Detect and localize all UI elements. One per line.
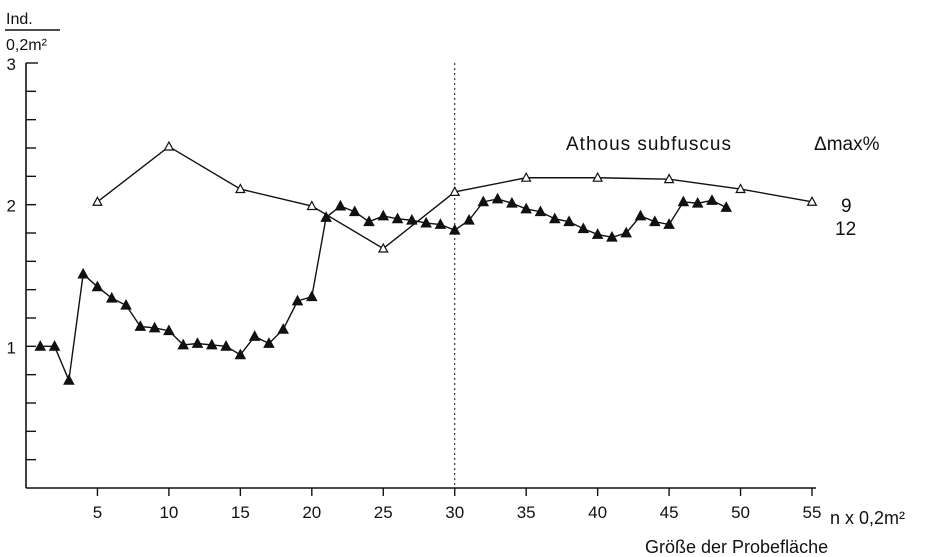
data-point-filled-triangle [248,330,261,341]
data-point-filled-triangle [577,222,590,234]
data-point-filled-triangle [677,195,690,207]
data-point-filled-triangle [34,340,47,351]
data-point-filled-triangle [591,228,604,239]
data-point-filled-triangle [649,215,661,227]
data-point-filled-triangle [77,267,89,279]
x-tick-label: 10 [159,503,178,522]
data-point-filled-triangle [234,348,247,360]
data-point-filled-triangle [720,201,733,212]
series-line-filled-triangle [40,198,727,383]
x-tick-label: 30 [445,503,464,522]
data-point-filled-triangle [220,340,232,351]
data-point-filled-triangle [291,294,304,306]
data-point-filled-triangle [706,194,718,205]
y-tick-label: 1 [7,338,16,357]
data-point-filled-triangle [520,202,532,214]
data-point-filled-triangle [391,212,404,224]
data-point-filled-triangle [277,323,290,334]
data-point-open-triangle [377,242,389,253]
data-point-filled-triangle [163,324,175,336]
data-point-filled-triangle [448,223,461,235]
delta-max-header: Δmax% [814,134,880,155]
data-point-open-triangle [306,200,318,211]
y-tick-label: 2 [7,197,16,216]
series-layer [34,140,818,385]
data-point-open-triangle [449,186,461,196]
data-point-open-triangle [92,195,103,206]
data-point-filled-triangle [377,209,390,221]
data-point-filled-triangle [463,214,475,225]
data-point-open-triangle [735,183,746,194]
data-point-filled-triangle [491,192,504,204]
data-point-open-triangle [163,140,175,151]
data-point-filled-triangle [206,338,218,350]
data-point-filled-triangle [620,226,632,238]
data-point-filled-triangle [334,199,347,211]
x-tick-label: 15 [231,503,250,522]
data-point-filled-triangle [306,290,318,302]
data-point-filled-triangle [191,337,204,348]
data-point-filled-triangle [91,280,104,292]
data-point-open-triangle [663,173,675,184]
series-open-delta-label: 9 [841,196,852,217]
y-axis-unit-numerator: Ind. [6,11,33,28]
data-point-filled-triangle [477,195,490,207]
data-point-filled-triangle [691,197,704,208]
data-point-open-triangle [234,183,246,194]
data-point-filled-triangle [177,338,189,350]
data-point-filled-triangle [120,299,132,310]
series-filled-delta-label: 12 [835,219,856,240]
data-point-filled-triangle [134,320,147,331]
data-point-filled-triangle [420,216,432,228]
data-point-filled-triangle [506,197,518,208]
x-tick-label: 45 [660,503,679,522]
data-point-filled-triangle [548,212,561,224]
species-label: Athous subfuscus [566,134,732,155]
data-point-filled-triangle [534,205,547,217]
x-axis-title: Größe der Probefläche [645,537,828,557]
data-point-open-triangle [806,195,818,206]
data-point-filled-triangle [406,214,418,225]
y-tick-label: 3 [7,55,16,74]
data-point-filled-triangle [634,209,647,221]
x-tick-label: 25 [374,503,393,522]
data-point-filled-triangle [48,340,61,351]
x-tick-label: 5 [93,503,102,522]
y-axis-unit-denominator: 0,2m² [6,37,48,54]
x-axis-unit: n x 0,2m² [830,508,905,528]
data-point-filled-triangle [348,205,361,217]
x-tick-label: 50 [731,503,750,522]
data-point-filled-triangle [105,291,118,303]
data-point-filled-triangle [63,374,75,385]
data-point-filled-triangle [263,337,275,348]
data-point-filled-triangle [148,321,161,333]
data-point-filled-triangle [606,231,618,242]
data-point-filled-triangle [434,218,447,229]
x-tick-label: 35 [517,503,536,522]
data-point-filled-triangle [320,211,332,222]
data-point-filled-triangle [363,215,375,227]
x-tick-label: 55 [803,503,822,522]
data-point-open-triangle [592,171,604,182]
data-point-filled-triangle [563,215,575,227]
x-tick-label: 40 [588,503,607,522]
data-point-filled-triangle [663,218,675,229]
x-tick-label: 20 [302,503,321,522]
data-point-open-triangle [520,171,532,182]
